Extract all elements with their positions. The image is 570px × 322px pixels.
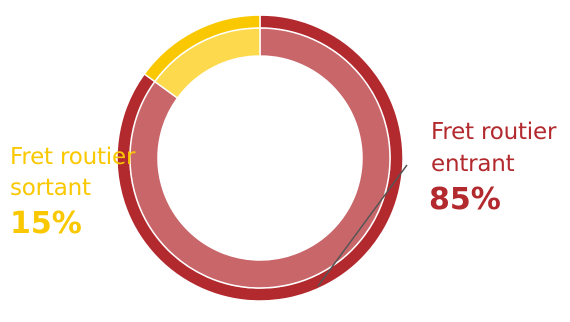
- label-entrant-line-1: Fret routier: [431, 119, 557, 145]
- label-sortant-line-1: Fret routier: [10, 144, 136, 170]
- label-sortant-line-2: sortant: [10, 175, 91, 201]
- value-entrant: 85%: [429, 182, 501, 217]
- leader-line-entrant: [317, 164, 408, 287]
- label-entrant-line-2: entrant: [431, 151, 515, 177]
- value-sortant: 15%: [10, 206, 82, 241]
- slice-inner-fret-routier-sortant: [153, 27, 261, 100]
- slice-inner-fret-routier-entrant: [129, 27, 391, 289]
